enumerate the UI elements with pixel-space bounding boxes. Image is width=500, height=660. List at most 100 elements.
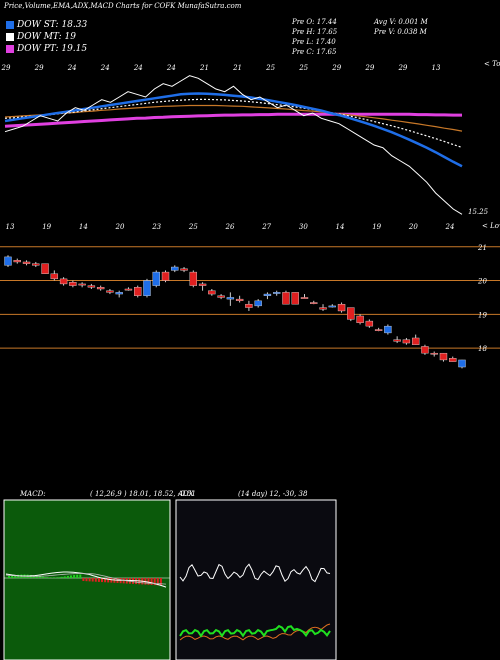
candle-body-3 [32,263,40,266]
info-pre-volume: Pre V: 0.038 M [374,28,427,36]
date-label-9: 25 [298,64,308,72]
candle-body-5 [50,273,59,280]
date-label-20: 26 [225,223,235,231]
date-label-10: 29 [331,64,341,72]
macd-hist-bar-46 [150,578,153,585]
macd-hist-bar-1 [11,575,14,578]
candle-body-30 [282,292,290,305]
candle-body-41 [384,325,392,334]
date-label-16: 14 [79,223,88,231]
candle-body-31 [291,292,299,305]
macd-label: MACD: [19,490,46,498]
date-label-5: 24 [166,64,176,72]
price-tick-21: 21 [477,244,487,252]
info-pre-high: Pre H: 17.65 [292,28,338,36]
macd-hist-bar-16 [57,577,60,578]
macd-hist-bar-10 [39,576,41,578]
candle-body-40 [374,329,383,331]
candle-body-14 [134,287,142,296]
candle-body-16 [152,271,160,286]
page-title: Price,Volume,EMA,ADX,MACD Charts for COF… [4,2,242,10]
candle-body-2 [22,261,31,264]
candle-body-1 [13,260,21,263]
legend-st: DOW ST: 18.33 [6,20,87,30]
candle-body-13 [124,288,133,291]
date-label-23: 14 [336,223,345,231]
macd-hist-bar-15 [54,577,57,578]
macd-hist-bar-33 [110,578,113,583]
candle-body-49 [458,359,466,368]
candle-body-10 [96,287,105,290]
date-label-26: 24 [445,223,455,231]
candle-body-43 [402,339,411,344]
date-label-12: 29 [397,64,407,72]
ema-line-ema-magenta [4,112,462,128]
lows-label: < Lows [482,222,500,230]
candle-body-35 [328,305,336,308]
candle-body-21 [198,283,207,286]
candle-body-45 [421,346,429,354]
info-avg-volume: Avg V: 0.001 M [374,18,428,26]
date-label-15: 19 [42,223,51,231]
ema-line-ema-orange [4,104,463,132]
date-label-1: 29 [34,64,44,72]
candle-body-44 [411,337,420,345]
candle-body-29 [272,292,281,294]
date-label-14: 13 [6,223,15,231]
date-label-21: 27 [261,223,271,231]
candle-body-20 [189,271,198,286]
macd-hist-bar-22 [76,574,79,578]
tops-label: < Tops [484,60,500,68]
legend-pt: DOW PT: 19.15 [6,44,87,54]
legend-mt-swatch [6,33,14,41]
adx-label: ADX [177,490,195,498]
macd-hist-bar-2 [14,575,17,578]
adx-line [179,563,331,583]
macd-hist-bar-49 [159,578,162,586]
candle-body-25 [235,298,244,302]
macd-hist-bar-21 [73,575,76,578]
candle-body-8 [78,283,86,286]
legend-pt-swatch [6,45,14,53]
adx-plus-di-line [179,624,331,638]
macd-hist-bar-45 [147,578,150,585]
candle-body-23 [217,295,225,298]
date-label-17: 20 [115,223,125,231]
info-pre-close: Pre C: 17.65 [292,48,337,56]
date-label-13: 13 [432,64,441,72]
macd-hist-bar-28 [94,578,97,582]
date-label-11: 29 [364,64,374,72]
ema-line-price [4,75,463,215]
candle-body-4 [41,263,49,274]
candle-body-7 [69,282,77,286]
candle-body-38 [356,315,364,323]
candle-body-28 [263,293,272,296]
info-pre-low: Pre L: 17.40 [292,38,336,46]
adx-minus-di-line [179,623,331,641]
price-tick-20: 20 [477,278,487,286]
date-label-6: 21 [199,64,209,72]
candle-body-6 [59,278,68,285]
macd-hist-bar-19 [66,575,69,578]
macd-hist-bar-23 [79,574,82,578]
date-label-0: 29 [1,64,11,72]
macd-hist-bar-12 [45,577,48,578]
macd-hist-bar-11 [42,576,45,578]
info-pre-open: Pre O: 17.44 [292,18,337,26]
date-label-7: 21 [232,64,242,72]
candle-body-46 [430,352,438,355]
macd-hist-bar-20 [70,575,72,578]
macd-params: ( 12,26,9 ) 18.01, 18.52, -0.51 [90,490,196,498]
adx-params: (14 day) 12, -30, 38 [238,490,308,498]
candle-body-34 [319,307,327,310]
date-label-2: 24 [67,64,77,72]
macd-hist-bar-32 [107,578,110,583]
candle-body-27 [254,300,262,307]
candle-body-32 [300,297,309,299]
macd-hist-bar-47 [153,578,156,586]
macd-hist-bar-48 [156,578,159,586]
legend-pt-label: DOW PT: 19.15 [17,44,88,54]
candle-body-0 [4,256,12,266]
date-label-25: 20 [408,223,418,231]
